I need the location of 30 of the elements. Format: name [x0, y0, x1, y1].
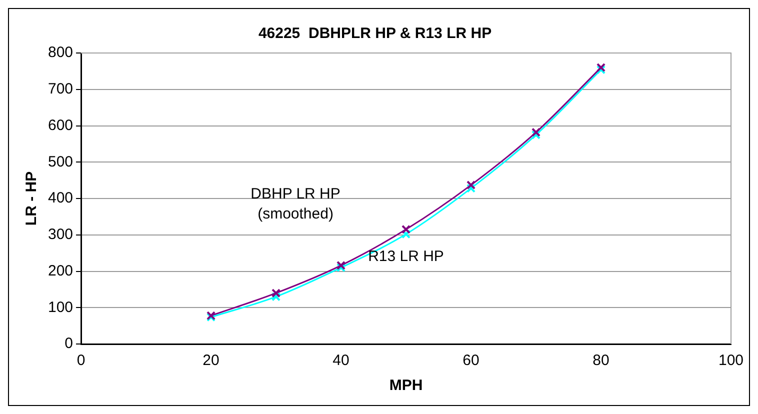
- y-tick-label: 300: [48, 226, 74, 244]
- y-tick-label: 600: [48, 116, 74, 134]
- point: [466, 180, 476, 190]
- y-tick-label: 400: [48, 190, 74, 207]
- chart-title: 46225 DBHPLR HP & R13 LR HP: [258, 25, 492, 42]
- y-tick-label: 800: [48, 44, 74, 62]
- y-tick-label: 100: [48, 298, 74, 316]
- y-tick-label: 0: [64, 335, 74, 352]
- series-label: R13 LR HP: [368, 248, 444, 265]
- y-axis-title: LR - HP: [23, 171, 40, 226]
- point: [401, 224, 411, 234]
- y-tick-label: 200: [48, 262, 74, 280]
- point: [531, 130, 541, 140]
- x-axis-title: MPH: [389, 377, 423, 394]
- y-tick-label: 700: [48, 80, 74, 98]
- point: [531, 128, 541, 137]
- text: DBHP LR HP (smoothed): [250, 185, 340, 222]
- x-tick-label: 60: [462, 352, 480, 370]
- x-tick-label: 100: [718, 352, 744, 370]
- y-tick-label: 500: [48, 153, 74, 170]
- point: [401, 230, 411, 239]
- point: [271, 288, 281, 298]
- point: [336, 263, 346, 272]
- point: [466, 184, 476, 193]
- x-tick-label: 80: [592, 352, 610, 370]
- x-tick-label: 0: [76, 352, 86, 370]
- point: [336, 260, 346, 270]
- point: [271, 292, 281, 302]
- x-tick-label: 40: [332, 352, 350, 370]
- x-tick-label: 20: [202, 352, 220, 370]
